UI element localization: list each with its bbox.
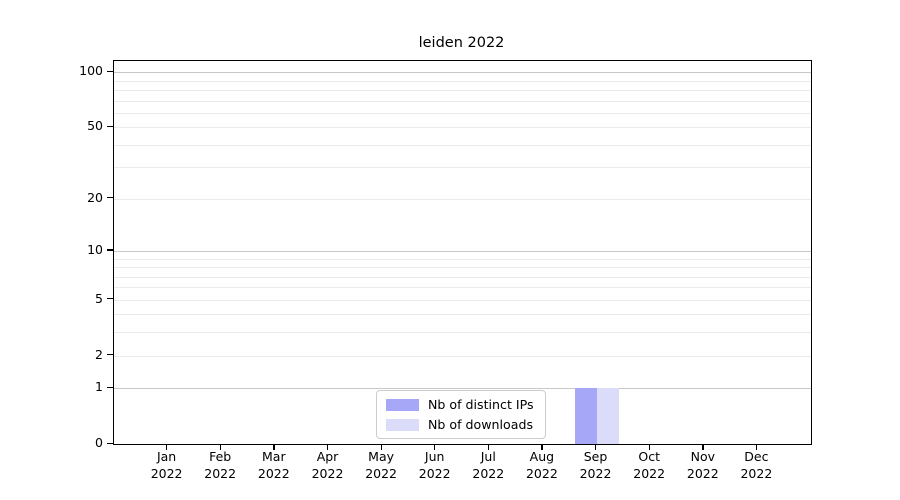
- y-tick-label: 2: [95, 346, 103, 362]
- y-tick-label: 10: [87, 241, 103, 257]
- x-tick-mark: [166, 444, 168, 450]
- x-tick-label: Feb 2022: [204, 449, 237, 481]
- gridline-minor: [114, 355, 811, 357]
- legend: Nb of distinct IPs Nb of downloads: [376, 390, 546, 439]
- x-tick-label: Nov 2022: [686, 449, 719, 481]
- x-tick-label: Jul 2022: [472, 449, 505, 481]
- gridline-minor: [114, 267, 811, 268]
- gridline-minor: [114, 89, 811, 91]
- x-tick-mark: [541, 444, 543, 450]
- x-tick-label: Mar 2022: [257, 449, 290, 481]
- x-tick-mark: [755, 444, 758, 450]
- bar-distinct-ips: [574, 388, 597, 444]
- gridline-minor: [114, 299, 811, 301]
- gridline-major: [114, 388, 811, 390]
- y-tick-mark: [107, 442, 113, 444]
- x-tick-label: Jun 2022: [418, 449, 451, 481]
- legend-label: Nb of distinct IPs: [428, 397, 534, 412]
- x-tick-mark: [380, 444, 382, 450]
- x-tick-mark: [595, 444, 597, 450]
- gridline-minor: [114, 80, 811, 82]
- x-tick-label: May 2022: [365, 449, 397, 481]
- legend-swatch-downloads: [386, 418, 419, 431]
- gridline-minor: [114, 287, 811, 289]
- x-tick-mark: [487, 444, 490, 450]
- y-tick-label: 5: [95, 290, 103, 306]
- x-tick-mark: [648, 444, 650, 450]
- plot-area: [113, 60, 812, 445]
- y-tick-label: 0: [95, 435, 103, 450]
- gridline-minor: [114, 112, 811, 114]
- y-tick-label: 100: [79, 63, 103, 79]
- y-tick-mark: [107, 386, 113, 388]
- legend-item-distinct-ips: Nb of distinct IPs: [386, 397, 534, 412]
- x-tick-label: Oct 2022: [633, 449, 666, 481]
- x-tick-label: Sep 2022: [579, 449, 612, 481]
- x-tick-label: Dec 2022: [740, 449, 773, 481]
- x-tick-label: Aug 2022: [525, 449, 558, 481]
- gridline-minor: [114, 332, 811, 334]
- y-tick-label: 50: [87, 118, 103, 134]
- gridline-minor: [114, 276, 811, 278]
- gridline-minor: [114, 127, 811, 129]
- gridline-major: [114, 72, 811, 74]
- y-tick-mark: [107, 125, 113, 127]
- y-tick-mark: [107, 354, 113, 356]
- x-tick-mark: [327, 444, 329, 450]
- gridline-minor: [114, 100, 811, 102]
- gridline-minor: [114, 198, 811, 200]
- y-tick-label: 1: [95, 379, 103, 395]
- bar-downloads: [596, 388, 619, 444]
- y-tick-label: 20: [87, 189, 103, 205]
- gridline-minor: [114, 258, 811, 260]
- y-tick-mark: [107, 70, 113, 72]
- x-tick-mark: [273, 444, 275, 450]
- y-tick-mark: [107, 249, 113, 251]
- gridline-minor: [114, 314, 811, 316]
- legend-swatch-distinct-ips: [386, 398, 419, 411]
- gridline-minor: [114, 167, 811, 169]
- y-tick-mark: [107, 298, 113, 300]
- chart-title: leiden 2022: [418, 35, 505, 51]
- legend-label: Nb of downloads: [428, 417, 534, 432]
- x-tick-mark: [702, 444, 704, 450]
- x-tick-label: Jan 2022: [150, 449, 183, 481]
- legend-item-downloads: Nb of downloads: [386, 417, 534, 432]
- x-tick-label: Apr 2022: [311, 449, 344, 481]
- gridline-minor: [114, 144, 811, 146]
- gridline-major: [114, 250, 811, 252]
- x-tick-mark: [219, 444, 221, 450]
- y-tick-mark: [107, 197, 113, 199]
- x-tick-mark: [434, 444, 436, 450]
